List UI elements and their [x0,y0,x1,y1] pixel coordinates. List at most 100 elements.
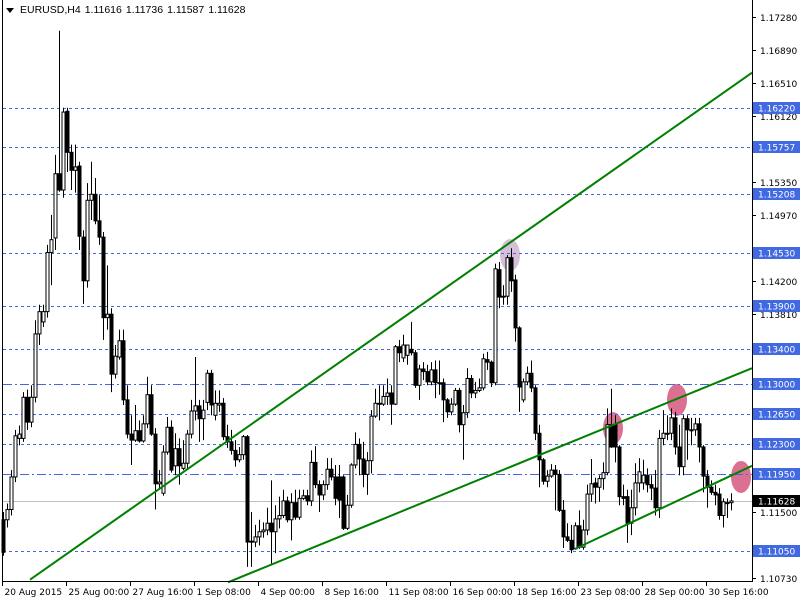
bull-candle-body [661,432,666,439]
time-tick-label: 1 Sep 08:00 [197,588,252,598]
bull-candle-body [729,500,734,504]
level-label-box [753,408,800,420]
price-tick-label: 1.16890 [760,47,797,57]
bear-candle-body [209,372,214,406]
candle [233,440,238,467]
bull-candle-body [265,522,270,531]
current-price-label: 1.11628 [758,498,795,508]
level-label: 1.13900 [758,303,795,313]
bear-candle-body [565,536,570,541]
candle [717,488,722,520]
chart-frame [2,0,753,582]
bear-candle-body [713,491,718,496]
candle [485,351,490,370]
time-axis[interactable]: 20 Aug 2015 25 Aug 00:00 27 Aug 16:00 1 Sep… [2,581,769,598]
candle [157,470,162,490]
level-label: 1.11050 [758,548,795,558]
candle [69,144,74,191]
bull-candle-body [189,410,194,435]
price-axis[interactable]: 1.17280 1.16890 1.16510 1.16120 1.15350 1.149… [752,14,797,585]
time-tick-label: 25 Aug 00:00 [69,588,130,598]
candle [521,378,526,403]
level-label-box [753,343,800,355]
candle [217,390,222,412]
candle [481,353,486,391]
bull-candle-body [665,432,670,435]
candle [13,429,18,483]
bull-candle-body [465,377,470,414]
trendline[interactable] [574,464,753,550]
candle [209,369,214,416]
price-tick-label: 1.16120 [760,113,797,123]
price-tick-label: 1.10730 [760,575,797,585]
trendline[interactable] [29,71,753,581]
bear-candle-body [709,486,714,493]
bear-candle-body [93,193,98,222]
candle [397,339,402,363]
candle [653,470,658,516]
triangle-down-icon[interactable] [6,7,14,13]
bull-candle-body [657,437,662,509]
candle [145,376,150,429]
close-price: 1.11628 [208,4,246,16]
candle [137,420,142,443]
candle [281,489,286,519]
candle [121,329,126,405]
bull-candle-body [89,193,94,201]
bull-candle-body [689,429,694,432]
candle [273,505,278,554]
bear-candle-body [609,424,614,448]
trendline[interactable] [227,367,753,584]
bull-candle-body [405,344,410,356]
bull-candle-body [237,454,242,461]
candle [21,392,26,442]
bull-candle-body [545,475,550,482]
bull-candle-body [309,461,314,502]
candle [317,480,322,513]
bull-candle-body [721,501,726,516]
bear-candle-body [457,389,462,426]
candle [701,445,706,493]
bull-candle-body [261,529,266,533]
bull-candle-body [201,409,206,420]
bull-candle-body [641,474,646,484]
bear-candle-body [649,484,654,489]
bear-candle-body [685,418,690,431]
bear-candle-body [569,539,574,551]
bear-candle-body [97,220,102,238]
bear-candle-body [421,368,426,373]
bull-candle-body [417,368,422,386]
candle [385,378,390,405]
bear-candle-body [269,522,274,533]
candle [101,231,106,340]
candle [525,366,530,386]
candle [53,154,58,250]
bear-candle-body [541,459,546,482]
bull-candle-body [165,426,170,453]
bull-candle-body [45,252,50,313]
bear-candle-body [337,476,342,501]
level-label-box [753,188,800,200]
bear-candle-body [621,496,626,499]
candle [697,417,702,463]
level-label-box [753,468,800,480]
candle [85,183,90,288]
bear-candle-body [613,424,618,448]
candle [133,404,138,442]
bear-candle-body [413,352,418,386]
level-label: 1.14530 [758,250,795,260]
bull-candle-body [365,460,370,475]
bull-candle-body [473,389,478,394]
bull-candle-body [669,417,674,434]
candle [17,425,22,446]
candle [257,519,262,546]
bear-candle-body [441,382,446,401]
candle [645,468,650,493]
bull-candle-body [373,402,378,417]
candle [213,390,218,421]
candle [449,398,454,416]
candle [297,489,302,520]
candle [601,462,606,490]
time-tick-label: 18 Sep 16:00 [517,588,577,598]
